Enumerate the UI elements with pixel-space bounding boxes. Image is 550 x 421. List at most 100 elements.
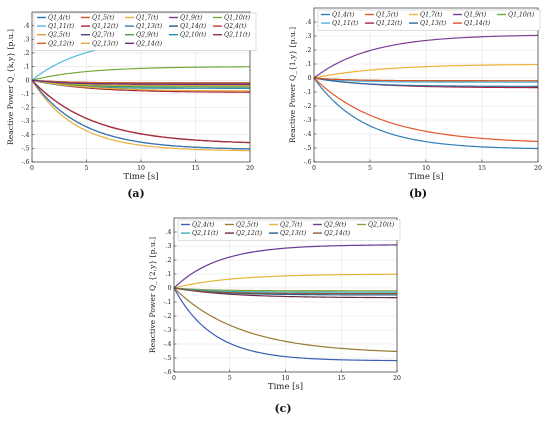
- series-line: [31, 79, 250, 88]
- y-tick-label: -.6: [22, 159, 30, 166]
- legend-entry: Q1,11(t): [332, 20, 359, 27]
- y-tick-label: 0: [168, 285, 172, 292]
- x-axis-label: Time [s]: [268, 382, 303, 392]
- legend-entry: Q1,12(t): [92, 23, 119, 30]
- legend-entry: Q2,4(t): [192, 222, 215, 229]
- x-tick-label: 10: [282, 375, 290, 382]
- y-tick-label: -.5: [164, 355, 172, 362]
- legend-entry: Q1,14(t): [180, 23, 207, 30]
- series-line: [313, 77, 539, 143]
- y-tick-label: .3: [24, 36, 30, 43]
- x-tick-label: 20: [393, 375, 401, 382]
- series-line: [31, 66, 251, 81]
- x-tick-label: 0: [312, 165, 316, 172]
- legend-entry: Q1,9(t): [464, 12, 487, 19]
- y-tick-label: -.2: [164, 313, 172, 320]
- y-tick-label: -.3: [164, 327, 172, 334]
- x-axis-label: Time [s]: [123, 172, 158, 182]
- legend-entry: Q1,4(t): [48, 15, 71, 22]
- y-tick-label: -.3: [304, 117, 312, 124]
- chart-panel-a: -.6 -.5 -.4 -.3 -.2 -.1 0 .1 .2 .3 .4 0 5 10 15 20 Time …: [6, 11, 257, 182]
- series-line: [313, 77, 538, 82]
- legend-entry: Q1,14(t): [464, 20, 491, 27]
- legend-entry: Q1,9(t): [180, 15, 203, 22]
- series-line: [313, 77, 539, 150]
- y-tick-label: .3: [306, 33, 312, 40]
- legend-entry: Q2,9(t): [324, 222, 347, 229]
- legend-entry: Q1,4(t): [332, 12, 355, 19]
- series-line: [31, 79, 251, 152]
- y-tick-label: -.4: [22, 132, 30, 139]
- legend-entry: Q2,5(t): [48, 32, 71, 39]
- panel-label-c: (c): [274, 402, 291, 415]
- y-tick-label: .2: [24, 50, 30, 57]
- series-line: [313, 34, 539, 79]
- x-tick-label: 10: [137, 165, 145, 172]
- legend-entry: Q1,5(t): [92, 15, 115, 22]
- legend-entry: Q1,12(t): [376, 20, 403, 27]
- legend-entry: Q1,11(t): [48, 23, 75, 30]
- legend-entry: Q1,7(t): [420, 12, 443, 19]
- x-tick-label: 10: [422, 165, 430, 172]
- series-line: [173, 287, 398, 353]
- y-axis-label: Reactive Power Q_{1,y} [p.u.]: [288, 27, 297, 143]
- y-tick-label: .4: [166, 229, 172, 236]
- y-tick-label: .1: [166, 271, 172, 278]
- legend-entry: Q1,13(t): [136, 23, 163, 30]
- chart-panel-c: -.6 -.5 -.4 -.3 -.2 -.1 0 .1 .2 .3 .4 0 5 10 15 20 Time …: [148, 217, 401, 392]
- y-axis-label: Reactive Power Q_{k,y} [p.u.]: [6, 29, 15, 145]
- y-tick-label: -.6: [304, 159, 312, 166]
- legend-entry: Q2,7(t): [280, 222, 303, 229]
- y-tick-label: -.4: [304, 131, 312, 138]
- legend-entry: Q2,7(t): [92, 32, 115, 39]
- y-tick-label: -.1: [22, 91, 30, 98]
- y-tick-label: -.1: [164, 299, 172, 306]
- y-tick-label: .4: [306, 19, 312, 26]
- legend-entry: Q2,5(t): [236, 222, 259, 229]
- legend-entry: Q1,7(t): [136, 15, 159, 22]
- y-tick-label: -.4: [164, 341, 172, 348]
- series-line: [313, 63, 539, 79]
- legend-entry: Q2,13(t): [280, 230, 307, 237]
- y-axis-label: Reactive Power Q_{2,y} [p.u.]: [148, 237, 157, 353]
- x-tick-label: 15: [337, 375, 345, 382]
- series-line: [173, 287, 397, 295]
- legend-box: [33, 12, 257, 51]
- series-line: [173, 287, 397, 292]
- y-tick-label: -.5: [304, 145, 312, 152]
- panel-label-a: (a): [127, 187, 145, 200]
- y-tick-label: -.2: [304, 103, 312, 110]
- x-tick-label: 15: [192, 165, 200, 172]
- series-line: [173, 287, 398, 362]
- x-tick-label: 20: [534, 165, 542, 172]
- legend-entry: Q2,12(t): [48, 40, 75, 47]
- y-tick-label: .2: [166, 257, 172, 264]
- series-line: [31, 79, 250, 87]
- legend-entry: Q2,4(t): [224, 23, 247, 30]
- y-tick-label: .3: [166, 243, 172, 250]
- x-tick-label: 15: [478, 165, 486, 172]
- y-tick-label: -.2: [22, 105, 30, 112]
- x-tick-label: 0: [30, 165, 34, 172]
- series-line: [31, 79, 251, 92]
- y-tick-label: .4: [24, 23, 30, 30]
- y-tick-label: -.3: [22, 118, 30, 125]
- series-line: [313, 77, 538, 87]
- x-axis-label: Time [s]: [408, 172, 443, 182]
- legend-entry: Q2,11(t): [224, 32, 251, 39]
- y-tick-label: .1: [306, 61, 312, 68]
- x-tick-label: 5: [85, 165, 89, 172]
- legend-entry: Q1,13(t): [420, 20, 447, 27]
- legend-entry: Q2,14(t): [136, 40, 163, 47]
- series-line: [173, 244, 398, 289]
- series-line: [173, 287, 397, 293]
- y-tick-label: .1: [24, 64, 30, 71]
- legend-entry: Q1,10(t): [224, 15, 251, 22]
- legend-entry: Q2,10(t): [368, 222, 395, 229]
- series-line: [31, 79, 251, 150]
- y-tick-label: -.5: [22, 145, 30, 152]
- x-tick-label: 0: [172, 375, 176, 382]
- legend-entry: Q2,9(t): [136, 32, 159, 39]
- series-line: [31, 79, 251, 144]
